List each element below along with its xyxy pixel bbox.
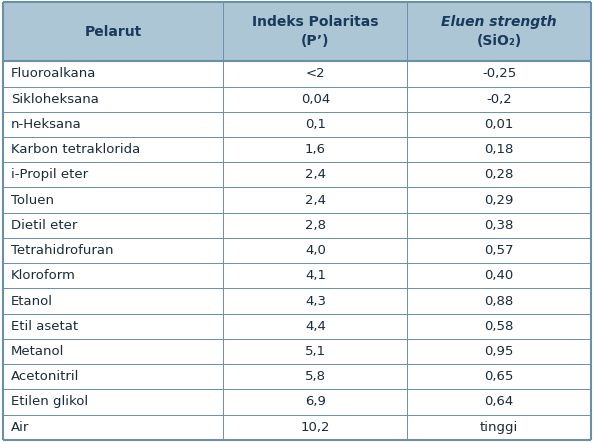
Text: 1,6: 1,6	[305, 143, 326, 156]
Text: 0,58: 0,58	[485, 320, 514, 333]
Text: <2: <2	[305, 67, 325, 80]
Text: 0,95: 0,95	[485, 345, 514, 358]
Text: 4,0: 4,0	[305, 244, 326, 257]
Text: Karbon tetraklorida: Karbon tetraklorida	[11, 143, 140, 156]
Text: Dietil eter: Dietil eter	[11, 219, 77, 232]
Text: 0,64: 0,64	[485, 396, 514, 408]
Text: Kloroform: Kloroform	[11, 269, 75, 282]
Text: Toluen: Toluen	[11, 194, 53, 206]
Text: 0,88: 0,88	[485, 294, 514, 308]
Text: 0,04: 0,04	[301, 93, 330, 106]
Text: Pelarut: Pelarut	[84, 25, 142, 39]
Text: Air: Air	[11, 421, 29, 434]
Text: -0,25: -0,25	[482, 67, 516, 80]
Text: 0,29: 0,29	[485, 194, 514, 206]
Text: (P’): (P’)	[301, 34, 330, 49]
Text: 4,4: 4,4	[305, 320, 326, 333]
Text: Etilen glikol: Etilen glikol	[11, 396, 88, 408]
Text: Etanol: Etanol	[11, 294, 53, 308]
Text: 4,3: 4,3	[305, 294, 326, 308]
Text: 0,1: 0,1	[305, 118, 326, 131]
Text: Indeks Polaritas: Indeks Polaritas	[252, 15, 378, 29]
Text: i-Propil eter: i-Propil eter	[11, 168, 88, 181]
Text: Metanol: Metanol	[11, 345, 64, 358]
Text: 10,2: 10,2	[301, 421, 330, 434]
Text: 2,4: 2,4	[305, 194, 326, 206]
Text: 5,8: 5,8	[305, 370, 326, 383]
Bar	[3, 2, 591, 61]
Text: 0,38: 0,38	[485, 219, 514, 232]
Text: 2,4: 2,4	[305, 168, 326, 181]
Text: 6,9: 6,9	[305, 396, 326, 408]
Text: 0,01: 0,01	[485, 118, 514, 131]
Text: 4,1: 4,1	[305, 269, 326, 282]
Text: 0,18: 0,18	[485, 143, 514, 156]
Text: 2,8: 2,8	[305, 219, 326, 232]
Text: Eluen strength: Eluen strength	[441, 15, 557, 29]
Text: Tetrahidrofuran: Tetrahidrofuran	[11, 244, 113, 257]
Text: Etil asetat: Etil asetat	[11, 320, 78, 333]
Text: 0,65: 0,65	[485, 370, 514, 383]
Text: 0,57: 0,57	[484, 244, 514, 257]
Text: 5,1: 5,1	[305, 345, 326, 358]
Text: -0,2: -0,2	[486, 93, 512, 106]
Text: Fluoroalkana: Fluoroalkana	[11, 67, 96, 80]
Text: Sikloheksana: Sikloheksana	[11, 93, 99, 106]
Text: (SiO₂): (SiO₂)	[476, 34, 522, 49]
Text: Acetonitril: Acetonitril	[11, 370, 79, 383]
Text: 0,40: 0,40	[485, 269, 514, 282]
Text: 0,28: 0,28	[485, 168, 514, 181]
Text: tinggi: tinggi	[480, 421, 519, 434]
Text: n-Heksana: n-Heksana	[11, 118, 81, 131]
